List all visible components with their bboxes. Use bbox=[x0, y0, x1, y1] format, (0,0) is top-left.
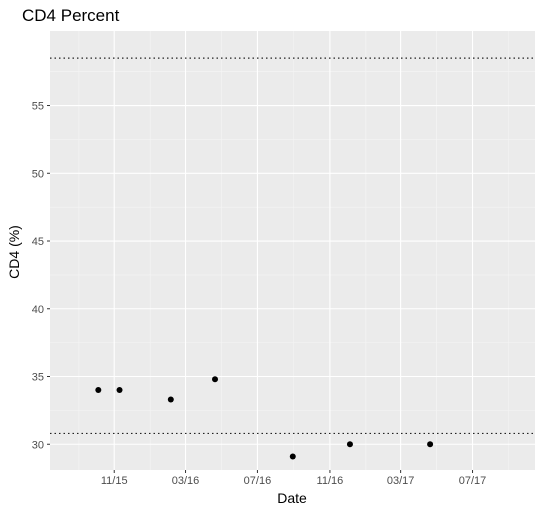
data-point bbox=[212, 376, 219, 383]
x-tick-label: 03/17 bbox=[387, 475, 415, 487]
x-axis: 11/15 03/16 07/16 11/16 03/17 07/17 bbox=[101, 470, 486, 487]
y-axis: 30 35 40 45 50 55 bbox=[32, 101, 50, 451]
panel-background bbox=[50, 31, 535, 470]
y-axis-title: CD4 (%) bbox=[6, 225, 22, 279]
x-tick-label: 03/16 bbox=[172, 475, 200, 487]
y-tick-label: 55 bbox=[32, 101, 44, 113]
data-point bbox=[116, 387, 123, 394]
x-tick-label: 11/15 bbox=[101, 475, 128, 487]
plot-panel bbox=[50, 31, 535, 470]
y-tick-label: 45 bbox=[32, 236, 44, 248]
y-tick-label: 35 bbox=[32, 372, 44, 384]
y-tick-label: 50 bbox=[32, 168, 44, 180]
x-tick-label: 11/16 bbox=[317, 475, 344, 487]
data-point bbox=[167, 396, 174, 403]
data-point bbox=[289, 453, 296, 460]
data-point bbox=[427, 441, 434, 448]
y-tick-label: 40 bbox=[32, 304, 44, 316]
data-point bbox=[346, 441, 353, 448]
chart-title: CD4 Percent bbox=[22, 6, 120, 25]
data-point bbox=[95, 387, 102, 394]
x-tick-label: 07/17 bbox=[459, 475, 487, 487]
y-tick-label: 30 bbox=[32, 439, 44, 451]
x-axis-title: Date bbox=[277, 490, 307, 506]
data-points bbox=[95, 376, 434, 460]
x-tick-label: 07/16 bbox=[244, 475, 272, 487]
